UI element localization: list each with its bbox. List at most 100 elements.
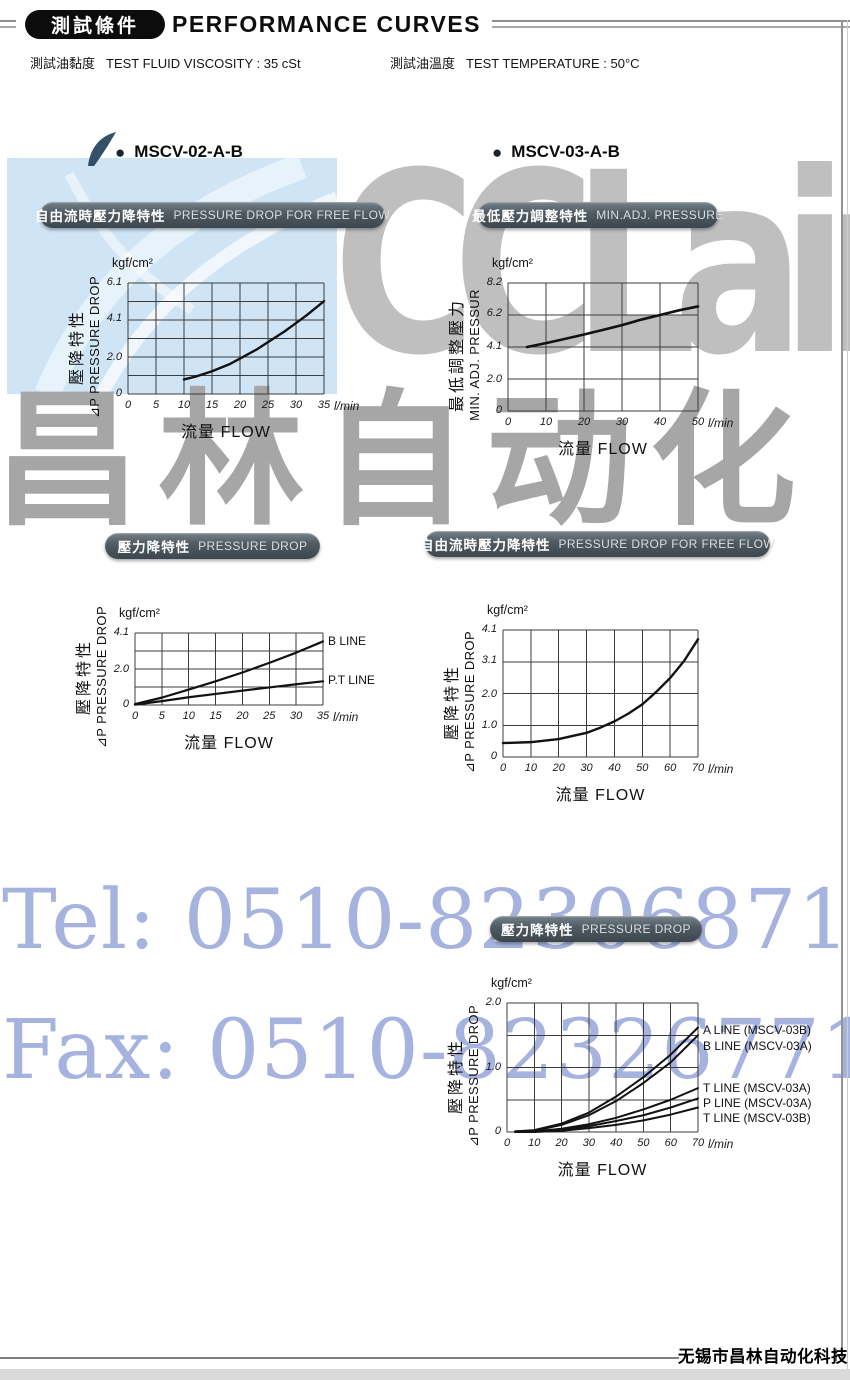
x-tick-label: 0 [499,762,507,774]
chart-title-pill-free-flow-03: 自由流時壓力降特性 PRESSURE DROP FOR FREE FLOW [420,531,775,557]
x-tick-label: 20 [555,1137,568,1149]
axis-unit-label: kgf/cm² [119,606,160,620]
bottom-right-corner [835,1349,837,1361]
section-heading-mscv-03: ● MSCV-03-A-B [492,142,620,162]
bottom-margin-strip [0,1369,850,1380]
x-axis-unit: l/min [708,762,734,776]
chart-title-pill-pressure-drop-02: 壓力降特性 PRESSURE DROP [105,533,320,559]
section-label: MSCV-02-A-B [134,142,243,161]
top-rule-right [492,20,850,22]
bottom-border [0,1357,679,1359]
pill-label-en: PRESSURE DROP FOR FREE FLOW [173,208,391,222]
y-tick-label: 0 [494,1125,501,1137]
pill-label-en: PRESSURE DROP FOR FREE FLOW [558,537,776,551]
watermark-blue-block [7,153,340,400]
pill-label-zh: 最低壓力調整特性 [472,209,589,224]
top-rule-right-2 [492,26,850,28]
watermark-logo-text: CCLair [333,119,850,410]
pill-label-zh: 壓力降特性 [501,923,574,938]
axis-unit-label: kgf/cm² [491,976,532,990]
pill-label-en: PRESSURE DROP [581,922,691,936]
section-heading-mscv-02: ● MSCV-02-A-B [115,142,243,162]
top-rule-left [0,20,16,22]
condition-value: TEST FLUID VISCOSITY : 35 cSt [106,56,301,71]
condition-value: TEST TEMPERATURE : 50°C [466,56,640,71]
x-tick-label: 30 [580,762,593,774]
y-tick-label: 4.1 [113,626,129,638]
watermark-tel-text: Tel: 0510-82306871 [2,873,850,968]
bullet-icon: ● [115,142,126,162]
x-tick-label: 0 [131,710,139,722]
x-tick-label: 20 [552,762,565,774]
y-axis-title-en: ⊿P PRESSURE DROP [93,605,109,749]
chart-curve-p-line-mscv-03a- [514,1097,699,1133]
pill-label-en: MIN.ADJ. PRESSURE [596,208,724,222]
chart-title-pill-pressure-drop-03: 壓力降特性 PRESSURE DROP [490,916,702,942]
chart-grid-svg [133,632,325,706]
y-axis-title-zh: 壓降特性 [444,663,462,740]
y-tick-label: 2.0 [113,662,129,675]
page-title: PERFORMANCE CURVES [172,11,481,37]
test-condition-temperature: 測試油溫度 TEST TEMPERATURE : 50°C [390,53,640,72]
x-tick-label: 10 [524,762,537,774]
y-axis-title: 壓降特性 ⊿P PRESSURE DROP [71,587,115,767]
chart-curve-p-t-line [133,680,325,706]
y-axis-title-en: ⊿P PRESSURE DROP [461,630,477,773]
x-tick-label: 60 [664,1137,677,1149]
x-tick-label: 10 [528,1137,541,1149]
x-axis-unit: l/min [708,1137,734,1151]
chart-grid-svg [501,629,700,758]
y-axis-title: 壓降特性 ⊿P PRESSURE DROP [439,612,483,792]
x-axis-title: 流量 FLOW [557,1162,648,1179]
watermark-brand-text: 昌林自动化 [0,376,814,546]
curve-label-b-line: B LINE [328,634,367,649]
x-tick-label: 40 [610,1137,623,1149]
x-tick-label: 15 [209,710,222,722]
footer-company: 无锡市昌林自动化科技 [678,1348,848,1366]
condition-label-zh: 測試油溫度 [390,56,456,71]
y-tick-label: 2.0 [481,688,497,701]
x-tick-label: 40 [608,762,621,774]
x-tick-label: 30 [290,710,303,722]
watermark-fax-text: Fax: 0510-82326771 [2,1003,850,1098]
x-tick-label: 35 [316,710,330,722]
section-label: MSCV-03-A-B [511,142,620,161]
x-tick-label: 70 [691,1137,705,1149]
chart-curve-b-line [133,640,325,706]
bullet-icon: ● [492,142,503,162]
y-tick-label: 1.0 [481,719,497,732]
curve-label-p-t-line: P.T LINE [328,672,375,687]
y-tick-label: 0 [122,698,129,710]
pill-label-en: PRESSURE DROP [198,539,308,553]
right-border [841,20,843,1360]
watermark-swoosh [35,153,340,400]
y-tick-label: 4.1 [481,623,497,635]
y-tick-label: 0 [490,750,497,762]
x-tick-label: 0 [503,1137,511,1149]
x-tick-label: 70 [691,762,705,774]
chart-curve-t-line-mscv-03b- [514,1106,699,1133]
axis-unit-label: kgf/cm² [487,603,528,617]
x-tick-label: 25 [263,710,276,722]
x-tick-label: 20 [236,710,249,722]
x-axis-unit: l/min [333,710,359,724]
pill-label-zh: 自由流時壓力降特性 [34,209,166,224]
y-axis-title-inner: 壓降特性 ⊿P PRESSURE DROP [71,582,115,772]
pill-label-zh: 自由流時壓力降特性 [419,538,551,553]
curve-label-t-line-mscv-03b-: T LINE (MSCV-03B) [703,1110,811,1125]
curve-label-p-line-mscv-03a-: P LINE (MSCV-03A) [703,1095,812,1110]
x-tick-label: 5 [158,710,165,722]
watermark-leaf-icon [88,132,116,166]
header-badge: 測試條件 [25,10,165,39]
chart-title-pill-free-flow-02: 自由流時壓力降特性 PRESSURE DROP FOR FREE FLOW [35,202,390,228]
x-tick-label: 50 [636,762,649,774]
x-axis-title: 流量 FLOW [555,787,646,804]
x-axis-title: 流量 FLOW [184,735,274,752]
test-condition-viscosity: 測試油黏度 TEST FLUID VISCOSITY : 35 cSt [30,53,301,72]
right-border-outer [847,20,848,1369]
chart-title-pill-min-adj-pressure: 最低壓力調整特性 MIN.ADJ. PRESSURE [472,202,723,228]
y-axis-title-inner: 壓降特性 ⊿P PRESSURE DROP [439,607,483,797]
top-rule-left-2 [0,26,16,28]
x-tick-label: 10 [182,710,195,722]
